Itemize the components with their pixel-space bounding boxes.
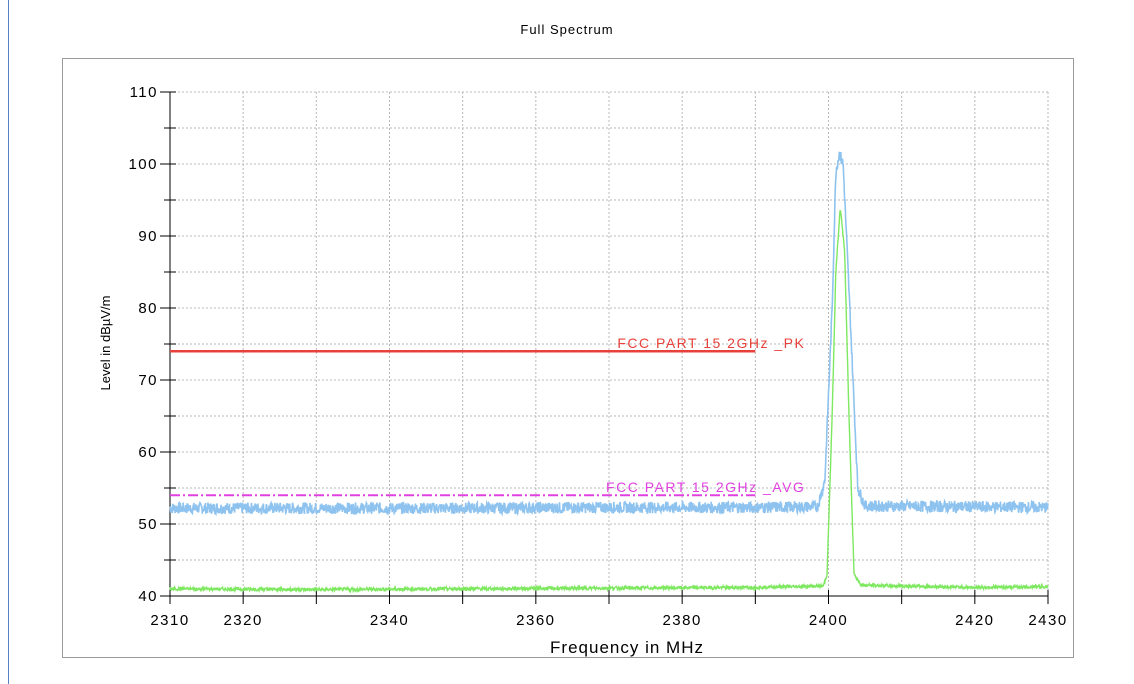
page-left-rule: [8, 0, 9, 684]
tick-labels: 40 50 60 70 80 90 100 110 2310 2320 2340 2360 2380 24…: [128, 84, 1067, 629]
y-tick-label: 40: [138, 588, 158, 605]
grid: [170, 91, 1049, 596]
series-group: [169, 151, 1049, 594]
x-tick-label: 2420: [955, 612, 994, 629]
series-1-trace: [169, 151, 1049, 517]
chart-frame: [62, 58, 1074, 658]
x-tick-label: 2380: [662, 612, 701, 629]
y-tick-label: 60: [138, 444, 158, 461]
x-tick-label: 2400: [809, 612, 848, 629]
series-2-trace: [169, 209, 1049, 594]
axes: [160, 91, 1049, 604]
x-axis-label: Frequency in MHz: [550, 638, 704, 657]
x-tick-label: 2360: [516, 612, 555, 629]
y-tick-label: 50: [138, 516, 158, 533]
y-axis-label: Level in dBµV/m: [98, 296, 113, 391]
x-tick-label: 2430: [1028, 612, 1067, 629]
y-tick-label: 100: [128, 156, 158, 173]
x-tick-label: 2320: [223, 612, 262, 629]
y-tick-label: 80: [138, 300, 158, 317]
limit-label-2: FCC PART 15 2GHz _AVG: [606, 479, 805, 495]
chart-title: Full Spectrum: [520, 22, 614, 37]
x-tick-label: 2310: [150, 612, 189, 629]
y-tick-label: 90: [138, 228, 158, 245]
limit-lines: FCC PART 15 2GHz _PK FCC PART 15 2GHz _AV…: [170, 335, 805, 497]
y-tick-label: 70: [138, 372, 158, 389]
limit-label-1: FCC PART 15 2GHz _PK: [617, 335, 805, 351]
x-tick-label: 2340: [370, 612, 409, 629]
y-tick-label: 110: [130, 84, 158, 101]
